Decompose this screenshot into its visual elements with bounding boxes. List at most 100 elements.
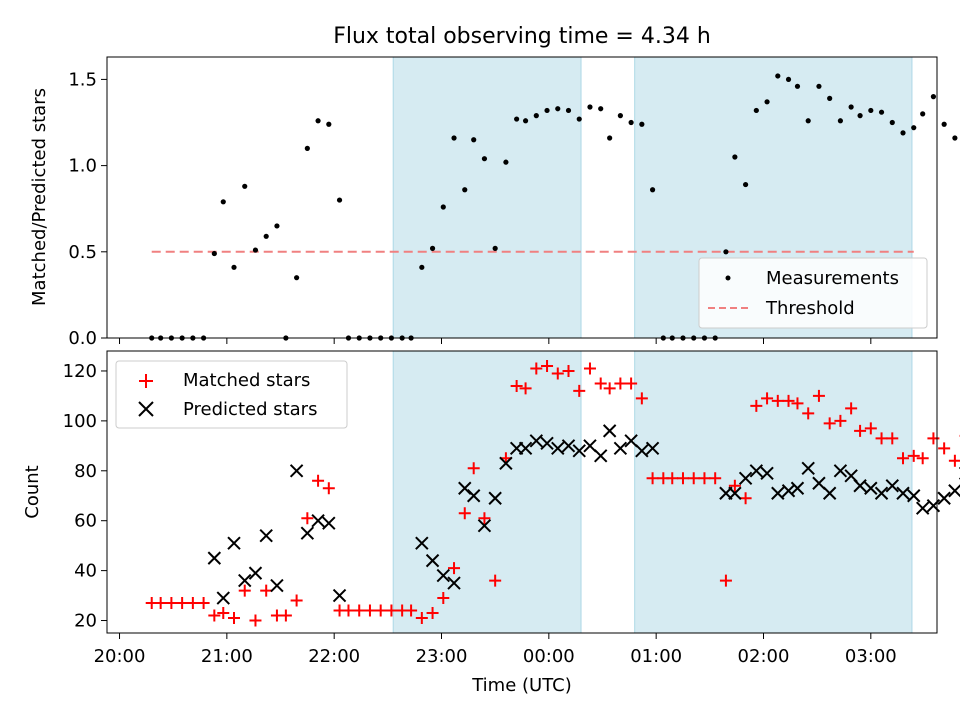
measurement-point bbox=[742, 181, 749, 188]
measurement-point bbox=[471, 137, 477, 143]
measurement-point bbox=[514, 116, 520, 122]
matched-star-point bbox=[698, 472, 711, 485]
matched-star-point bbox=[739, 492, 752, 505]
predicted-star-point bbox=[602, 424, 617, 438]
predicted-star-point bbox=[790, 481, 805, 495]
predicted-star-point bbox=[207, 551, 222, 565]
measurement-point bbox=[252, 247, 259, 253]
observing-interval-shade bbox=[392, 56, 582, 339]
measurement-point bbox=[462, 187, 468, 193]
predicted-star-point bbox=[270, 578, 284, 593]
measurement-point bbox=[492, 245, 498, 251]
measurement-point bbox=[900, 130, 906, 136]
measurement-point bbox=[419, 264, 425, 270]
measurement-point bbox=[522, 118, 529, 124]
measurement-point bbox=[565, 107, 572, 114]
matched-star-point bbox=[301, 512, 314, 525]
matched-star-point bbox=[854, 424, 867, 437]
x-tick-label: 03:00 bbox=[845, 646, 897, 667]
predicted-star-point bbox=[259, 528, 273, 543]
measurement-point bbox=[878, 109, 885, 115]
matched-star-point bbox=[405, 604, 418, 617]
matched-star-point bbox=[948, 454, 960, 467]
predicted-star-point bbox=[864, 481, 878, 495]
y-tick-label: 100 bbox=[63, 411, 97, 432]
measurement-point bbox=[805, 118, 811, 124]
measurement-point bbox=[336, 197, 343, 203]
measurement-point bbox=[263, 233, 269, 239]
y-tick-label: 1.0 bbox=[68, 156, 97, 177]
predicted-star-point bbox=[812, 476, 826, 490]
predicted-star-point bbox=[551, 441, 565, 456]
predicted-star-point bbox=[822, 486, 837, 500]
predicted-star-point bbox=[896, 486, 910, 500]
y-tick-label: 0.0 bbox=[68, 328, 97, 349]
predicted-star-point bbox=[635, 444, 649, 458]
matched-star-point bbox=[363, 604, 376, 617]
matched-star-point bbox=[897, 452, 910, 465]
top-y-axis-label: Matched/Predicted stars bbox=[29, 88, 50, 306]
matched-star-point bbox=[666, 472, 679, 485]
predicted-star-point bbox=[874, 486, 889, 500]
matched-star-point bbox=[551, 367, 564, 380]
predicted-star-point bbox=[436, 568, 451, 583]
matched-star-point bbox=[197, 597, 210, 610]
measurement-point bbox=[628, 119, 634, 126]
bottom-y-ticks: 20 40 60 80 100 120 bbox=[63, 361, 107, 632]
measurement-point bbox=[598, 106, 604, 112]
x-tick-label: 22:00 bbox=[308, 646, 360, 667]
predicted-star-point bbox=[540, 436, 554, 451]
predicted-star-point bbox=[937, 491, 951, 505]
predicted-stars-points bbox=[207, 424, 960, 605]
matched-star-point bbox=[709, 472, 722, 485]
legend-predicted-marker bbox=[138, 401, 154, 417]
matched-star-point bbox=[458, 507, 471, 520]
matched-star-point bbox=[791, 397, 804, 410]
predicted-star-point bbox=[311, 513, 325, 528]
matched-stars-points bbox=[145, 359, 960, 627]
legend-matched-marker bbox=[139, 374, 153, 388]
matched-star-point bbox=[614, 377, 627, 390]
predicted-star-point bbox=[915, 501, 930, 515]
bottom-panel: 20 40 60 80 100 120 20:00 21:00 22:00 23:00 00:00… bbox=[22, 350, 960, 696]
predicted-star-point bbox=[458, 481, 472, 495]
measurement-point bbox=[732, 154, 738, 160]
predicted-star-point bbox=[833, 464, 848, 478]
matched-star-point bbox=[728, 479, 741, 492]
measurement-point bbox=[816, 83, 822, 89]
measurement-point bbox=[868, 107, 874, 114]
predicted-star-point bbox=[518, 441, 533, 456]
predicted-star-point bbox=[948, 484, 960, 498]
y-tick-label: 40 bbox=[74, 561, 97, 582]
matched-star-point bbox=[426, 607, 439, 620]
top-axes-frame bbox=[106, 56, 938, 339]
matched-star-point bbox=[886, 432, 899, 445]
matched-star-point bbox=[687, 472, 700, 485]
predicted-star-point bbox=[248, 566, 263, 580]
predicted-star-point bbox=[624, 434, 638, 448]
measurement-point bbox=[440, 204, 446, 210]
measurement-point bbox=[211, 250, 217, 257]
predicted-star-point bbox=[238, 573, 252, 588]
predicted-star-point bbox=[781, 484, 796, 498]
measurement-point bbox=[794, 83, 801, 89]
measurement-point bbox=[274, 223, 280, 229]
matched-star-point bbox=[875, 432, 888, 445]
matched-star-point bbox=[573, 384, 586, 397]
measurement-point bbox=[429, 245, 436, 251]
matched-star-point bbox=[176, 597, 189, 610]
measurement-point bbox=[649, 187, 656, 193]
matched-star-point bbox=[646, 472, 659, 485]
matched-star-point bbox=[916, 452, 929, 465]
matched-star-point bbox=[782, 394, 795, 407]
predicted-star-point bbox=[216, 591, 230, 605]
y-tick-label: 120 bbox=[63, 361, 97, 382]
measurement-point bbox=[231, 264, 237, 270]
measurement-point bbox=[775, 73, 781, 79]
measurement-point bbox=[848, 104, 854, 110]
measurement-point bbox=[544, 107, 550, 114]
matched-star-point bbox=[938, 442, 951, 455]
measurement-point bbox=[481, 156, 488, 162]
legend-predicted-label: Predicted stars bbox=[183, 399, 317, 420]
